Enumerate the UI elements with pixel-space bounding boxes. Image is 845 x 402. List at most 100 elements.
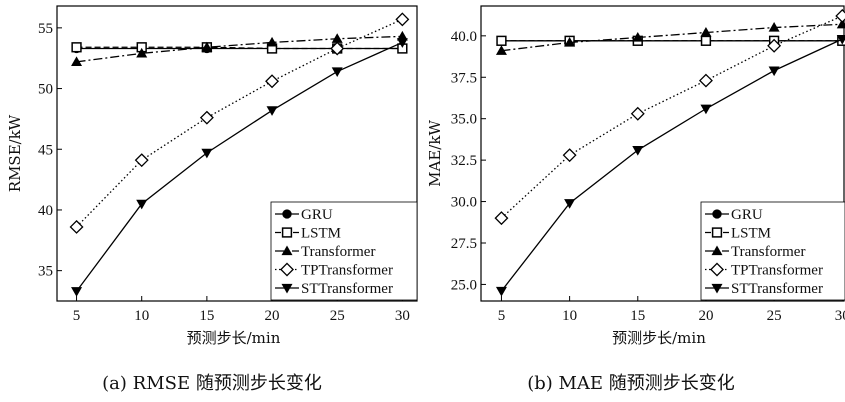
y-tick-label: 45 — [38, 142, 53, 158]
data-point — [494, 211, 509, 226]
y-tick-label: 30.0 — [451, 195, 477, 211]
data-point — [564, 36, 576, 47]
data-point — [632, 146, 644, 156]
data-point — [700, 104, 712, 115]
legend-label: Transformer — [731, 244, 805, 260]
x-axis-label: 预测步长/min — [612, 329, 706, 347]
legend-label: GRU — [731, 207, 763, 223]
data-point — [564, 199, 576, 209]
x-tick-label: 25 — [330, 308, 345, 324]
legend: GRU LSTM Transformer TPTransformer STTransfo… — [700, 201, 845, 301]
y-tick-label: 55 — [38, 21, 53, 37]
data-point — [71, 42, 82, 53]
legend-marker — [711, 245, 723, 256]
series-lstm — [71, 42, 408, 54]
legend-label: TPTransformer — [301, 263, 393, 279]
series-transformer — [495, 18, 845, 55]
legend-label: TPTransformer — [731, 263, 823, 279]
legend: GRU LSTM Transformer TPTransformer STTransfo… — [270, 201, 418, 301]
x-tick-label: 10 — [134, 308, 149, 324]
x-tick-label: 20 — [698, 308, 713, 324]
legend-label: GRU — [301, 207, 333, 223]
x-tick-label: 30 — [835, 308, 845, 324]
data-point — [698, 73, 713, 88]
data-point — [71, 56, 83, 66]
legend-marker — [711, 283, 723, 294]
series-tptransformer — [69, 12, 410, 234]
series-line — [76, 35, 403, 63]
data-point — [630, 106, 645, 121]
legend-label: STTransformer — [301, 281, 393, 297]
y-tick-label: 37.5 — [451, 70, 477, 86]
chart-mae: 25.0 27.5 30.0 32.5 35.0 37.5 40.0 5 10 15 20 25 30 预… — [426, 5, 845, 394]
data-point — [768, 66, 780, 77]
x-tick-label: 30 — [395, 308, 410, 324]
data-point — [69, 219, 84, 234]
data-point — [395, 12, 410, 27]
series-transformer — [71, 30, 408, 66]
plot-frame — [480, 5, 845, 302]
chart-caption: (b) MAE 随预测步长变化 — [527, 373, 735, 394]
data-point — [136, 199, 148, 210]
series-sttransformer — [71, 38, 408, 297]
x-axis-label: 预测步长/min — [187, 329, 281, 347]
data-point — [265, 74, 280, 89]
y-axis-label: MAE/kW — [426, 120, 444, 187]
data-point — [201, 148, 213, 159]
legend-label: LSTM — [301, 226, 341, 242]
data-point — [331, 33, 343, 43]
data-point — [836, 35, 845, 45]
data-point — [396, 30, 408, 41]
data-point — [134, 153, 149, 168]
legend-marker — [712, 209, 722, 219]
legend-marker — [280, 262, 294, 277]
series-line — [76, 46, 403, 50]
data-point — [700, 35, 712, 46]
legend-marker — [281, 283, 293, 294]
series-line — [76, 18, 403, 228]
series-sttransformer — [495, 35, 845, 297]
data-point — [199, 110, 214, 125]
data-point — [835, 8, 845, 23]
data-point — [495, 286, 507, 297]
chart-caption: (a) RMSE 随预测步长变化 — [102, 373, 322, 394]
series-line — [500, 38, 843, 292]
data-point — [71, 287, 83, 297]
y-axis-label: RMSE/kW — [6, 114, 24, 192]
data-point — [700, 27, 712, 37]
x-tick-label: 15 — [630, 308, 645, 324]
plot-frame — [56, 5, 418, 302]
y-tick-label: 40.0 — [451, 29, 477, 45]
y-tick-label: 25.0 — [451, 277, 477, 293]
y-tick-label: 50 — [38, 82, 53, 98]
y-tick-label: 32.5 — [451, 153, 477, 169]
data-point — [136, 47, 148, 58]
x-tick-label: 20 — [265, 308, 280, 324]
data-point — [201, 41, 213, 52]
legend-marker — [281, 245, 293, 256]
legend-label: LSTM — [731, 226, 771, 242]
data-point — [266, 36, 278, 47]
series-line — [76, 41, 403, 292]
data-point — [331, 67, 343, 78]
x-tick-label: 5 — [498, 308, 506, 324]
y-tick-label: 35.0 — [451, 112, 477, 128]
x-tick-label: 25 — [767, 308, 782, 324]
data-point — [330, 41, 345, 56]
data-point — [632, 31, 644, 42]
legend-label: Transformer — [301, 244, 375, 260]
legend-marker — [711, 227, 723, 238]
data-point — [266, 106, 278, 116]
legend-marker — [282, 209, 292, 219]
legend-marker — [281, 227, 293, 238]
y-tick-label: 35 — [38, 264, 53, 280]
x-tick-label: 10 — [562, 308, 577, 324]
y-tick-label: 40 — [38, 203, 53, 219]
series-line — [501, 15, 843, 219]
y-tick-label: 27.5 — [451, 236, 477, 252]
data-point — [562, 148, 577, 163]
series-tptransformer — [494, 8, 845, 226]
data-point — [496, 35, 507, 46]
data-point — [396, 38, 408, 48]
